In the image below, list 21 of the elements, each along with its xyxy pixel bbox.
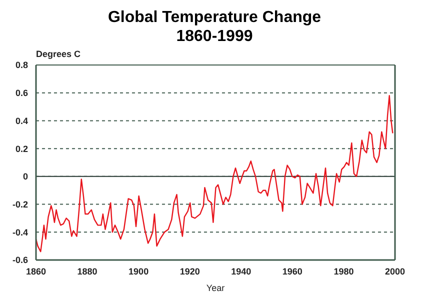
y-tick-label: 0.4 bbox=[15, 116, 28, 126]
chart-title: Global Temperature Change bbox=[106, 8, 322, 27]
y-tick-label: 0.8 bbox=[15, 60, 28, 70]
x-tick-label: 1940 bbox=[231, 266, 252, 276]
line-series bbox=[36, 95, 394, 252]
x-tick-label: 1880 bbox=[77, 266, 98, 276]
x-tick-label: 1860 bbox=[26, 266, 46, 276]
x-axis-title: Year bbox=[206, 283, 225, 293]
y-axis-title: Degrees C bbox=[36, 49, 81, 59]
y-tick-label: 0.6 bbox=[15, 88, 28, 98]
y-tick-label: 0 bbox=[22, 172, 28, 182]
x-tick-label: 2000 bbox=[384, 266, 406, 276]
y-tick-label: 0.2 bbox=[15, 144, 28, 154]
y-tick-label: -0.6 bbox=[12, 255, 28, 266]
chart-subtitle: 1860-1999 bbox=[175, 27, 254, 46]
x-tick-label: 1980 bbox=[334, 266, 354, 276]
x-tick-label: 1920 bbox=[180, 266, 200, 276]
y-tick-label: -0.2 bbox=[12, 199, 28, 210]
x-tick-label: 1900 bbox=[128, 266, 149, 276]
y-tick-label: -0.4 bbox=[12, 227, 28, 238]
x-tick-label: 1960 bbox=[282, 266, 302, 276]
